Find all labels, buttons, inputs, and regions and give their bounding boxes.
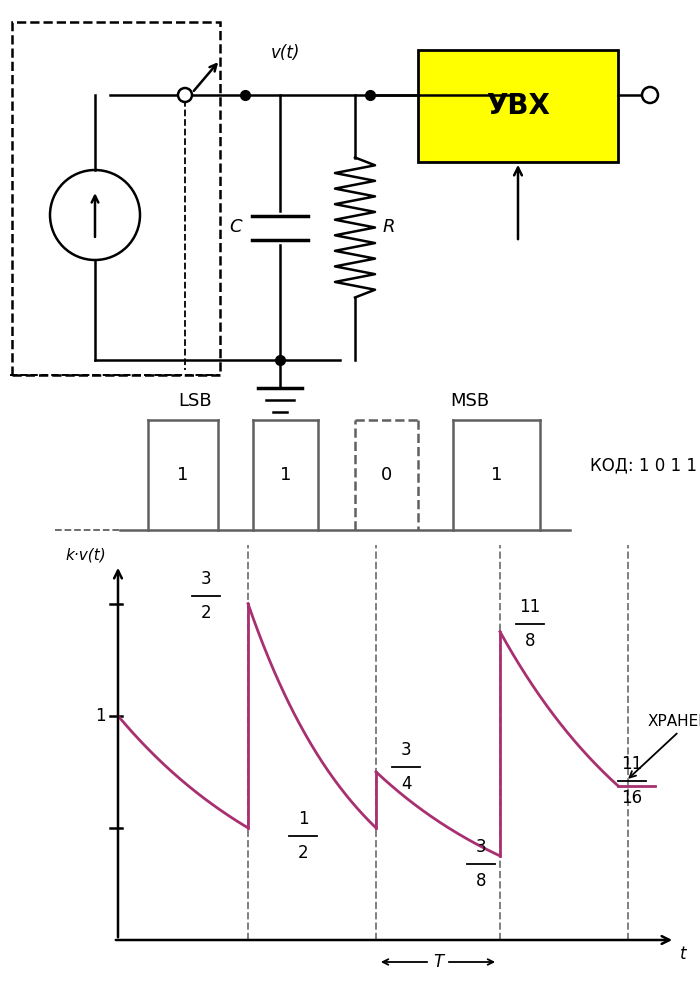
Text: T: T (433, 953, 443, 971)
Text: MSB: MSB (450, 392, 489, 410)
Text: 4: 4 (400, 775, 412, 793)
Text: k·v(t): k·v(t) (65, 547, 106, 562)
Text: УВХ: УВХ (486, 92, 550, 120)
Circle shape (642, 87, 658, 103)
Text: R: R (383, 219, 395, 236)
Text: 2: 2 (201, 604, 211, 622)
Text: 8: 8 (525, 631, 536, 650)
Text: 3: 3 (476, 838, 486, 856)
Text: 16: 16 (622, 789, 643, 807)
Text: LSB: LSB (178, 392, 212, 410)
Text: 3: 3 (400, 741, 412, 758)
Text: C: C (230, 219, 242, 236)
Bar (418, 50, 618, 162)
Text: v(t): v(t) (270, 44, 300, 62)
Text: 0: 0 (381, 466, 392, 484)
Text: 1: 1 (177, 466, 189, 484)
Text: ХРАНЕНИЕ: ХРАНЕНИЕ (629, 714, 700, 777)
Circle shape (178, 88, 192, 102)
Text: 1: 1 (491, 466, 502, 484)
Text: 1: 1 (298, 810, 308, 827)
Bar (12, 22, 220, 375)
Text: 1: 1 (280, 466, 291, 484)
Text: 3: 3 (201, 569, 211, 588)
Text: 8: 8 (476, 872, 486, 889)
Text: КОД: 1 0 1 1: КОД: 1 0 1 1 (590, 456, 697, 474)
Text: 11: 11 (519, 598, 540, 616)
Text: 1: 1 (95, 707, 106, 725)
Text: t: t (680, 945, 687, 963)
Text: 2: 2 (298, 844, 308, 862)
Text: 11: 11 (622, 755, 643, 773)
